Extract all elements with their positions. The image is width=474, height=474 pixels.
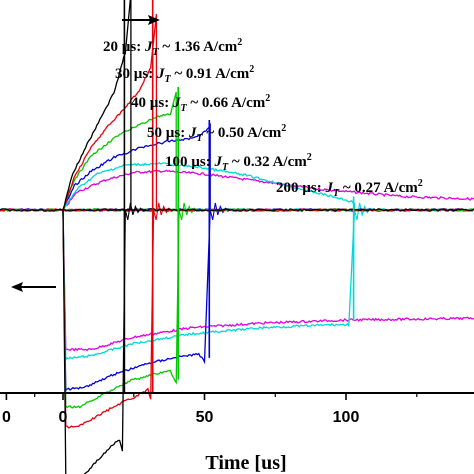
annotation-40us: 40 µs: JT ~ 0.66 A/cm2 [131,93,270,114]
ringing-20us [124,202,146,221]
upper-trace-50us [62,122,211,211]
upper-trace-30us [62,13,158,210]
axes-layer: 0050100150200250Time [us] [0,392,474,474]
left-arrow-icon [11,282,23,292]
annotation-50us: 50 µs: JT ~ 0.50 A/cm2 [147,123,286,144]
upper-trace-20us [62,0,132,211]
annotation-30us: 30 µs: JT ~ 0.91 A/cm2 [115,64,254,85]
ringing-30us [153,202,175,221]
annotation-200us: 200 µs: JT ~ 0.27 A/cm2 [276,178,423,199]
lower-trace-30us [62,209,155,429]
x-tick-label-3: 100 [333,409,360,426]
x-axis-label: Time [us] [205,452,286,474]
x-tick-label-2: 50 [196,409,214,426]
x-tick-label-0: 0 [2,409,11,426]
upper-trace-200us [62,169,474,211]
ringing-40us [178,202,200,221]
annotations-layer: 20 µs: JT ~ 1.36 A/cm2 30 µs: JT ~ 0.91 A… [11,15,423,292]
lower-trace-100us [62,209,356,362]
right-arrow-icon [148,15,160,25]
annotation-100us: 100 µs: JT ~ 0.32 A/cm2 [165,152,312,173]
annotation-20us: 20 µs: JT ~ 1.36 A/cm2 [103,37,242,58]
lower-trace-50us [62,209,211,392]
lower-trace-20us [62,209,126,474]
ringing-100us [353,202,376,221]
x-tick-label-1: 0 [59,409,68,426]
baseline-trace-20us [0,208,474,213]
lower-trace-40us [62,209,180,409]
upper-trace-40us [62,91,177,211]
